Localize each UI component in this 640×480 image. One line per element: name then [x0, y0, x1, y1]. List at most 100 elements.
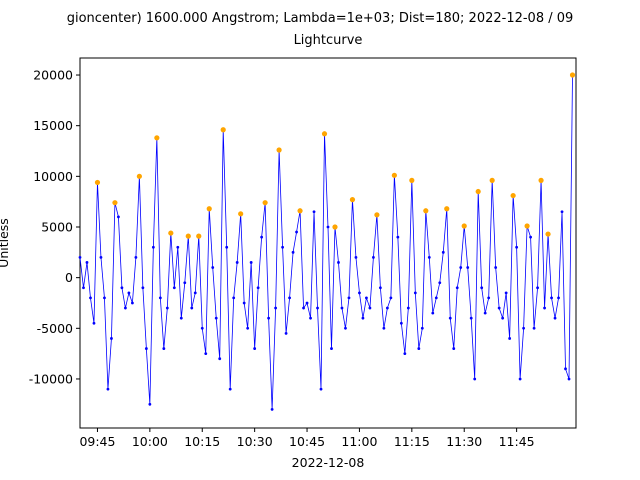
x-tick-label: 10:00	[132, 434, 168, 449]
peak-point	[196, 233, 202, 239]
x-tick-label: 11:30	[446, 434, 482, 449]
data-point	[302, 306, 305, 310]
data-point	[420, 326, 424, 330]
data-point	[281, 245, 284, 249]
data-point	[365, 296, 368, 300]
data-point	[124, 306, 127, 310]
x-tick-label: 10:30	[237, 434, 273, 449]
data-point	[151, 245, 155, 249]
y-tick-label: -5000	[37, 321, 73, 336]
peak-point	[524, 223, 530, 229]
data-point	[508, 337, 512, 340]
x-tick-label: 09:45	[79, 434, 115, 449]
data-point	[431, 311, 435, 315]
data-point	[564, 367, 567, 371]
peak-point	[154, 135, 160, 141]
peak-point	[321, 131, 328, 137]
peak-point	[538, 177, 544, 183]
y-tick-label: 15000	[33, 118, 73, 133]
peak-point	[444, 206, 450, 212]
peak-point	[409, 177, 415, 183]
y-tick-label: 10000	[33, 169, 73, 184]
data-point	[469, 316, 473, 320]
data-point	[228, 387, 232, 391]
data-point	[162, 347, 166, 350]
data-point	[448, 316, 452, 320]
peak-point	[475, 188, 481, 195]
data-point	[361, 316, 365, 320]
chart-title: gioncenter) 1600.000 Angstrom; Lambda=1e…	[67, 11, 574, 26]
peak-point	[168, 230, 174, 236]
data-point	[532, 326, 536, 330]
peak-point	[510, 192, 516, 199]
data-point	[560, 210, 564, 214]
data-point	[288, 296, 291, 300]
data-point	[557, 296, 560, 300]
data-point	[309, 316, 312, 320]
data-point	[312, 210, 316, 214]
data-point	[242, 301, 246, 305]
peak-point	[238, 211, 244, 217]
data-point	[515, 245, 519, 249]
data-point	[232, 296, 236, 300]
peak-point	[461, 223, 467, 229]
data-point	[130, 301, 134, 305]
data-point	[204, 352, 208, 356]
data-point	[434, 296, 438, 300]
data-point	[452, 347, 456, 350]
data-point	[543, 306, 546, 310]
data-point	[176, 245, 180, 249]
peak-point	[391, 172, 397, 178]
data-point	[368, 306, 372, 310]
series-line	[79, 75, 573, 410]
data-point	[78, 255, 82, 259]
data-point	[305, 301, 309, 305]
data-point	[106, 387, 110, 391]
data-point	[473, 377, 477, 381]
data-point	[518, 377, 522, 381]
data-point	[270, 407, 274, 411]
data-point	[438, 281, 442, 285]
data-point	[337, 261, 340, 264]
data-point	[354, 255, 358, 259]
x-tick-label: 11:45	[499, 434, 535, 449]
data-point	[483, 311, 487, 315]
data-point	[340, 306, 344, 310]
data-point	[417, 347, 421, 350]
data-point	[326, 225, 330, 229]
peak-point	[220, 127, 226, 133]
data-point	[487, 296, 491, 300]
data-point	[330, 347, 333, 350]
data-point	[165, 306, 169, 310]
y-axis-label: Unitless	[0, 218, 11, 268]
y-tick-label: 0	[65, 270, 73, 285]
x-tick-label: 10:45	[289, 434, 325, 449]
data-point	[413, 291, 417, 295]
data-point	[246, 326, 250, 330]
data-point	[120, 286, 124, 290]
data-point	[291, 250, 295, 254]
data-point	[214, 316, 218, 320]
peak-point	[262, 200, 268, 206]
peak-point	[206, 206, 212, 212]
peak-point	[545, 231, 551, 237]
data-point	[372, 255, 375, 259]
data-point	[347, 296, 351, 300]
data-point	[295, 230, 298, 234]
data-point	[103, 296, 106, 300]
data-point	[529, 235, 532, 239]
data-point	[480, 286, 484, 290]
data-point	[141, 286, 145, 290]
data-point	[567, 377, 571, 381]
data-point	[260, 235, 264, 239]
data-point	[110, 337, 113, 340]
data-point	[378, 286, 382, 290]
data-point	[127, 291, 131, 295]
peak-point	[332, 224, 338, 230]
peak-point	[374, 212, 380, 218]
peak-point	[185, 233, 191, 239]
data-point	[225, 245, 229, 249]
data-point	[319, 387, 323, 391]
data-point	[200, 326, 204, 330]
chart-subtitle: Lightcurve	[294, 33, 363, 48]
